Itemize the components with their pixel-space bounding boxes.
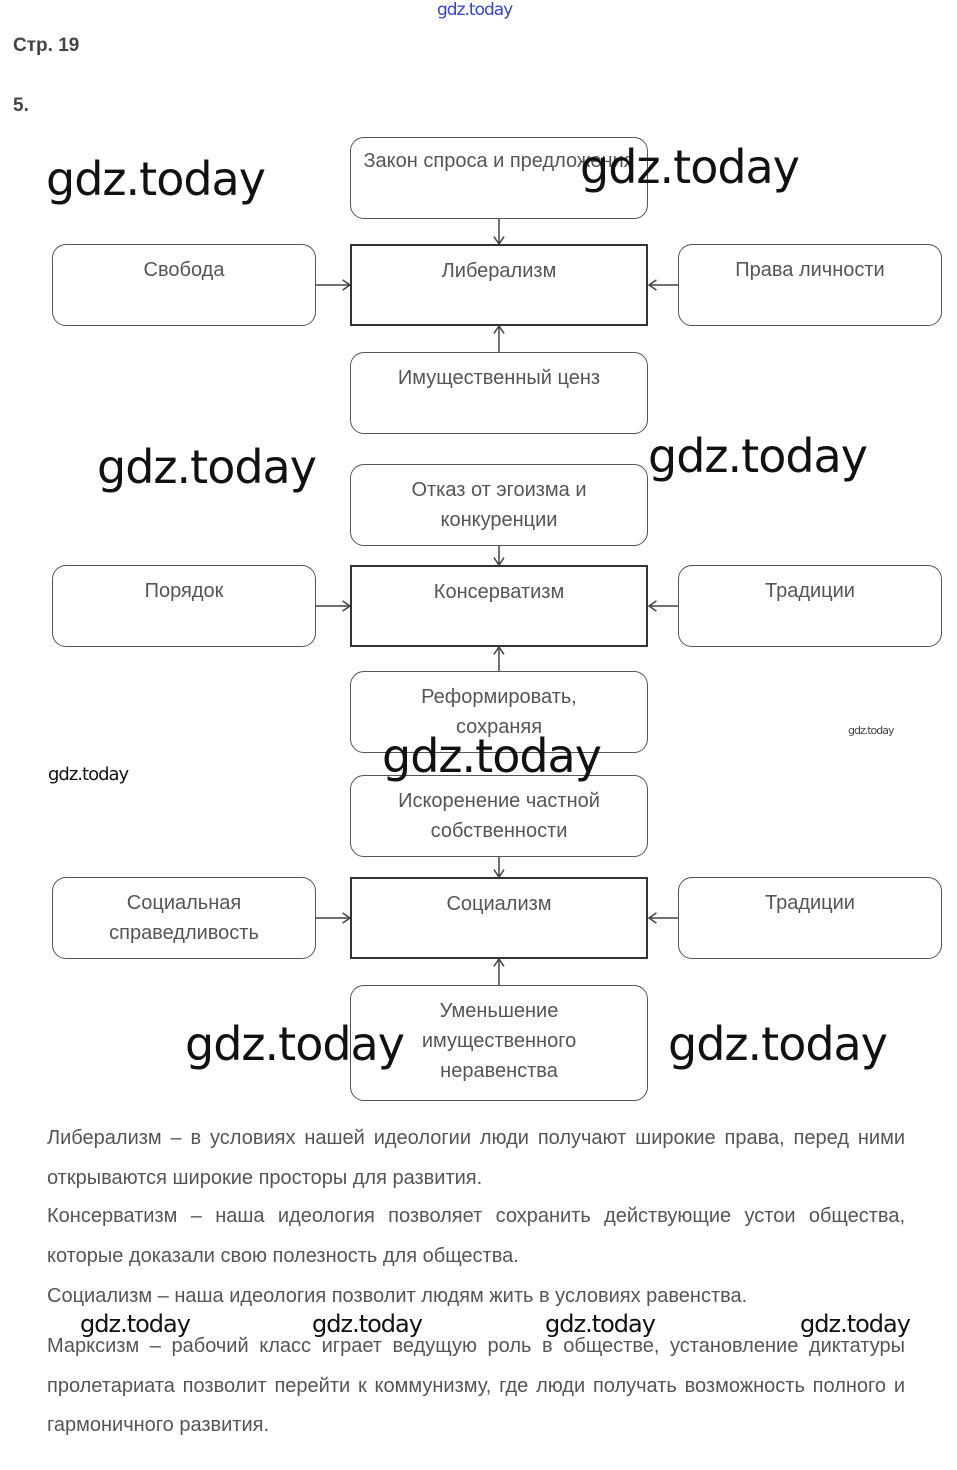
arrow-right [316,279,352,291]
socialism-bottom-box: Уменьшение имущественного неравенства [350,985,648,1101]
liberalism-top-box: Закон спроса и предложения [350,137,648,219]
arrow-left [647,600,678,612]
watermark: gdz.today [437,0,513,20]
paragraph-conservatism: Консерватизм – наша идеология позволяет … [47,1205,905,1267]
page-number: Стр. 19 [13,35,80,56]
liberalism-left-box: Свобода [52,244,316,326]
arrow-up [493,324,505,352]
socialism-right-box: Традиции [678,877,942,959]
watermark: gdz.today [46,152,266,206]
socialism-center-box: Социализм [350,877,648,959]
watermark: gdz.today [545,1310,656,1338]
arrow-down [493,857,505,879]
watermark: gdz.today [668,1017,888,1071]
socialism-top-box: Искоренение частной собственности [350,775,648,857]
paragraph-socialism: Социализм – наша идеология позволит людя… [47,1285,748,1307]
paragraph-liberalism: Либерализм – в условиях нашей идеологии … [47,1127,905,1189]
watermark: gdz.today [648,429,868,483]
arrow-up [493,957,505,985]
watermark: gdz.today [382,729,602,783]
arrow-up [493,645,505,671]
arrow-left [647,912,678,924]
watermark: gdz.today [580,140,800,194]
watermark: gdz.today [48,764,129,785]
task-number: 5. [13,95,29,116]
watermark: gdz.today [848,724,895,737]
arrow-down [493,546,505,567]
conservatism-top-box: Отказ от эгоизма и конкуренции [350,464,648,546]
arrow-right [316,600,352,612]
socialism-left-box: Социальная справедливость [52,877,316,959]
paragraph-marxism: Марксизм – рабочий класс играет ведущую … [47,1335,905,1436]
arrow-left [647,279,678,291]
arrow-down [493,218,505,246]
watermark: gdz.today [185,1017,405,1071]
watermark: gdz.today [80,1310,191,1338]
conservatism-center-box: Консерватизм [350,565,648,647]
watermark: gdz.today [800,1310,911,1338]
liberalism-center-box: Либерализм [350,244,648,326]
conservatism-bottom-box: Реформировать, сохраняя [350,671,648,753]
liberalism-right-box: Права личности [678,244,942,326]
liberalism-bottom-box: Имущественный ценз [350,352,648,434]
watermark: gdz.today [97,440,317,494]
conservatism-left-box: Порядок [52,565,316,647]
conservatism-right-box: Традиции [678,565,942,647]
arrow-right [316,912,352,924]
watermark: gdz.today [312,1310,423,1338]
